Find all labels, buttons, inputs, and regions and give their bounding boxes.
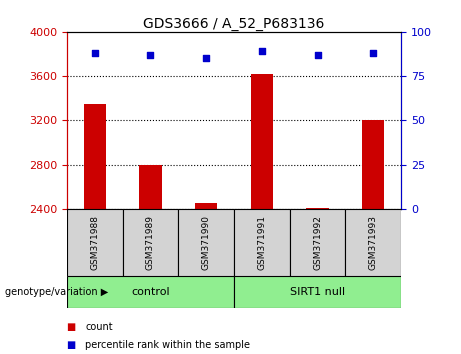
- Text: GSM371988: GSM371988: [90, 215, 99, 270]
- Text: count: count: [85, 322, 113, 332]
- Bar: [123, 209, 178, 276]
- Text: GSM371989: GSM371989: [146, 215, 155, 270]
- Bar: [67, 276, 234, 308]
- Bar: [178, 209, 234, 276]
- Text: ■: ■: [67, 322, 79, 332]
- Point: [314, 52, 321, 58]
- Bar: [83, 104, 106, 209]
- Bar: [139, 165, 161, 209]
- Point: [370, 50, 377, 56]
- Text: SIRT1 null: SIRT1 null: [290, 287, 345, 297]
- Bar: [195, 203, 217, 209]
- Text: GSM371990: GSM371990: [201, 215, 211, 270]
- Bar: [251, 74, 273, 209]
- Point: [202, 56, 210, 61]
- Bar: [234, 276, 401, 308]
- Point: [147, 52, 154, 58]
- Text: GSM371993: GSM371993: [369, 215, 378, 270]
- Text: GSM371991: GSM371991: [257, 215, 266, 270]
- Text: GSM371992: GSM371992: [313, 215, 322, 270]
- Bar: [234, 209, 290, 276]
- Point: [91, 50, 98, 56]
- Text: ■: ■: [67, 340, 79, 350]
- Bar: [290, 209, 345, 276]
- Text: control: control: [131, 287, 170, 297]
- Bar: [67, 209, 123, 276]
- Bar: [362, 120, 384, 209]
- Bar: [307, 208, 329, 209]
- Title: GDS3666 / A_52_P683136: GDS3666 / A_52_P683136: [143, 17, 325, 31]
- Point: [258, 48, 266, 54]
- Bar: [345, 209, 401, 276]
- Text: percentile rank within the sample: percentile rank within the sample: [85, 340, 250, 350]
- Text: genotype/variation ▶: genotype/variation ▶: [5, 287, 108, 297]
